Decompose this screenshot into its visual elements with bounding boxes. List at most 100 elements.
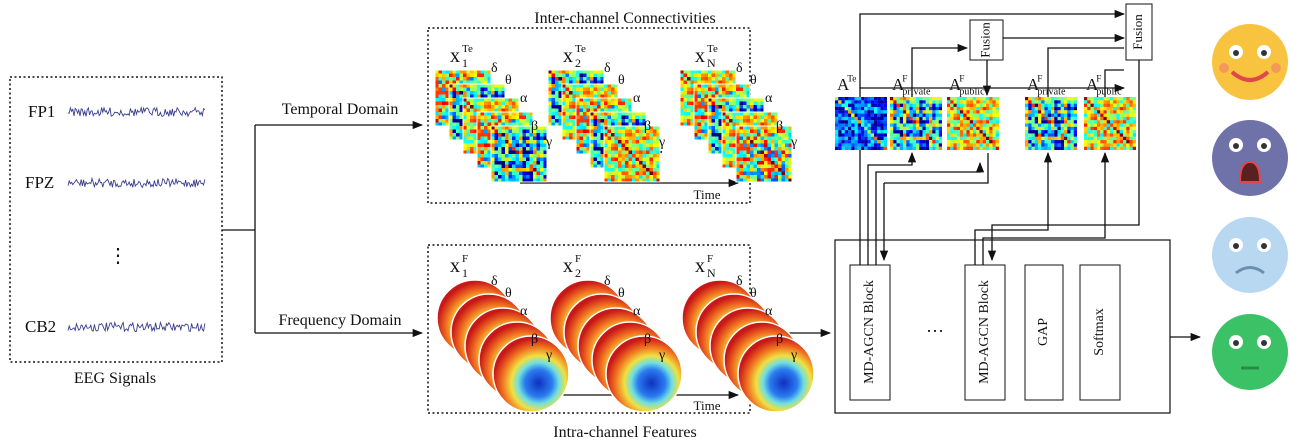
face-scared	[1212, 120, 1288, 196]
eeg-wave	[68, 179, 205, 188]
band-label: α	[765, 304, 773, 319]
band-label: θ	[750, 286, 757, 301]
branch-line	[222, 125, 255, 333]
adjacency-matrix	[1084, 97, 1136, 150]
fusion-label: Fusion	[1130, 14, 1145, 50]
label-sup: F	[902, 75, 907, 85]
label-base: x	[563, 255, 573, 277]
band-label: γ	[545, 348, 552, 363]
label-sup: F	[959, 75, 964, 85]
label-sub: 2	[575, 56, 581, 70]
band-label: θ	[505, 73, 512, 88]
label-sub: public	[1096, 86, 1122, 97]
topomap	[606, 336, 682, 412]
band-label: δ	[604, 61, 611, 76]
label-sub: N	[707, 56, 716, 70]
label-sub: 2	[575, 266, 581, 280]
band-label: θ	[750, 73, 757, 88]
label-sup: F	[1096, 75, 1101, 85]
label-base: x	[563, 45, 573, 67]
band-label: β	[644, 332, 651, 347]
band-label: β	[531, 119, 538, 134]
band-label: δ	[491, 274, 498, 289]
band-label: β	[776, 332, 783, 347]
band-label: γ	[790, 135, 797, 150]
branch-label: Temporal Domain	[282, 101, 399, 118]
band-label: α	[633, 91, 641, 106]
band-label: γ	[658, 348, 665, 363]
channel-label: ⋮	[108, 245, 128, 267]
ellipsis: …	[926, 316, 944, 336]
label-sub: public	[959, 86, 985, 97]
line	[884, 153, 988, 183]
label-sub: private	[902, 86, 931, 97]
gap-label: GAP	[1036, 318, 1051, 346]
face-sad	[1212, 217, 1288, 293]
eeg-wave	[68, 108, 205, 117]
arrow	[983, 153, 1105, 265]
label-sub: N	[707, 266, 716, 280]
label-sup: F	[1037, 75, 1042, 85]
heatmap	[604, 126, 660, 182]
band-label: γ	[790, 348, 797, 363]
band-label: γ	[658, 135, 665, 150]
band-label: β	[776, 119, 783, 134]
label-base: x	[695, 255, 705, 277]
arrow	[975, 153, 1048, 265]
band-label: β	[531, 332, 538, 347]
label-sup: F	[462, 253, 468, 265]
branch-label: Frequency Domain	[278, 312, 401, 329]
heatmap	[736, 126, 792, 182]
label-sup: Te	[462, 43, 473, 55]
label-base: x	[450, 45, 460, 67]
diagram: Fusion Fusion MD-AGCN Block MD-AGCN Bloc…	[0, 0, 1291, 442]
section-title: Intra-channel Features	[553, 424, 696, 441]
label-base: x	[450, 255, 460, 277]
band-label: θ	[618, 286, 625, 301]
label-sup: Te	[575, 43, 586, 55]
heatmap	[491, 126, 547, 182]
label-sup: F	[575, 253, 581, 265]
band-label: δ	[604, 274, 611, 289]
time-label: Time	[694, 187, 721, 202]
face-happy	[1212, 24, 1288, 100]
arrow	[868, 153, 912, 265]
adjacency-matrix	[890, 97, 942, 150]
channel-label: FP1	[28, 102, 55, 121]
band-label: δ	[491, 61, 498, 76]
channel-label: FPZ	[25, 173, 54, 192]
adjacency-matrix	[835, 97, 887, 150]
label-sup: Te	[847, 75, 856, 85]
arrow	[876, 163, 980, 265]
section-title: Inter-channel Connectivities	[534, 10, 715, 27]
topomap	[493, 336, 569, 412]
fusion-label: Fusion	[977, 22, 992, 58]
channel-label: CB2	[25, 317, 56, 336]
band-label: θ	[505, 286, 512, 301]
label-sup: Te	[707, 43, 718, 55]
block-label: MD-AGCN Block	[862, 280, 877, 384]
label-sub: 1	[462, 266, 468, 280]
band-label: α	[520, 304, 528, 319]
face-neutral	[1212, 314, 1288, 390]
band-label: α	[765, 91, 773, 106]
band-label: δ	[736, 61, 743, 76]
adjacency-matrix	[947, 97, 999, 150]
band-label: θ	[618, 73, 625, 88]
band-label: β	[644, 119, 651, 134]
caption: EEG Signals	[74, 370, 156, 387]
topomap	[738, 336, 814, 412]
label-base: x	[695, 45, 705, 67]
block-label: MD-AGCN Block	[977, 280, 992, 384]
label-sub: 1	[462, 56, 468, 70]
band-label: α	[520, 91, 528, 106]
band-label: γ	[545, 135, 552, 150]
band-label: α	[633, 304, 641, 319]
adjacency-matrix	[1025, 97, 1077, 150]
softmax-label: Softmax	[1092, 308, 1107, 355]
label-sup: F	[707, 253, 713, 265]
label-sub: private	[1037, 86, 1066, 97]
eeg-wave	[68, 323, 205, 332]
band-label: δ	[736, 274, 743, 289]
time-label: Time	[694, 398, 721, 413]
